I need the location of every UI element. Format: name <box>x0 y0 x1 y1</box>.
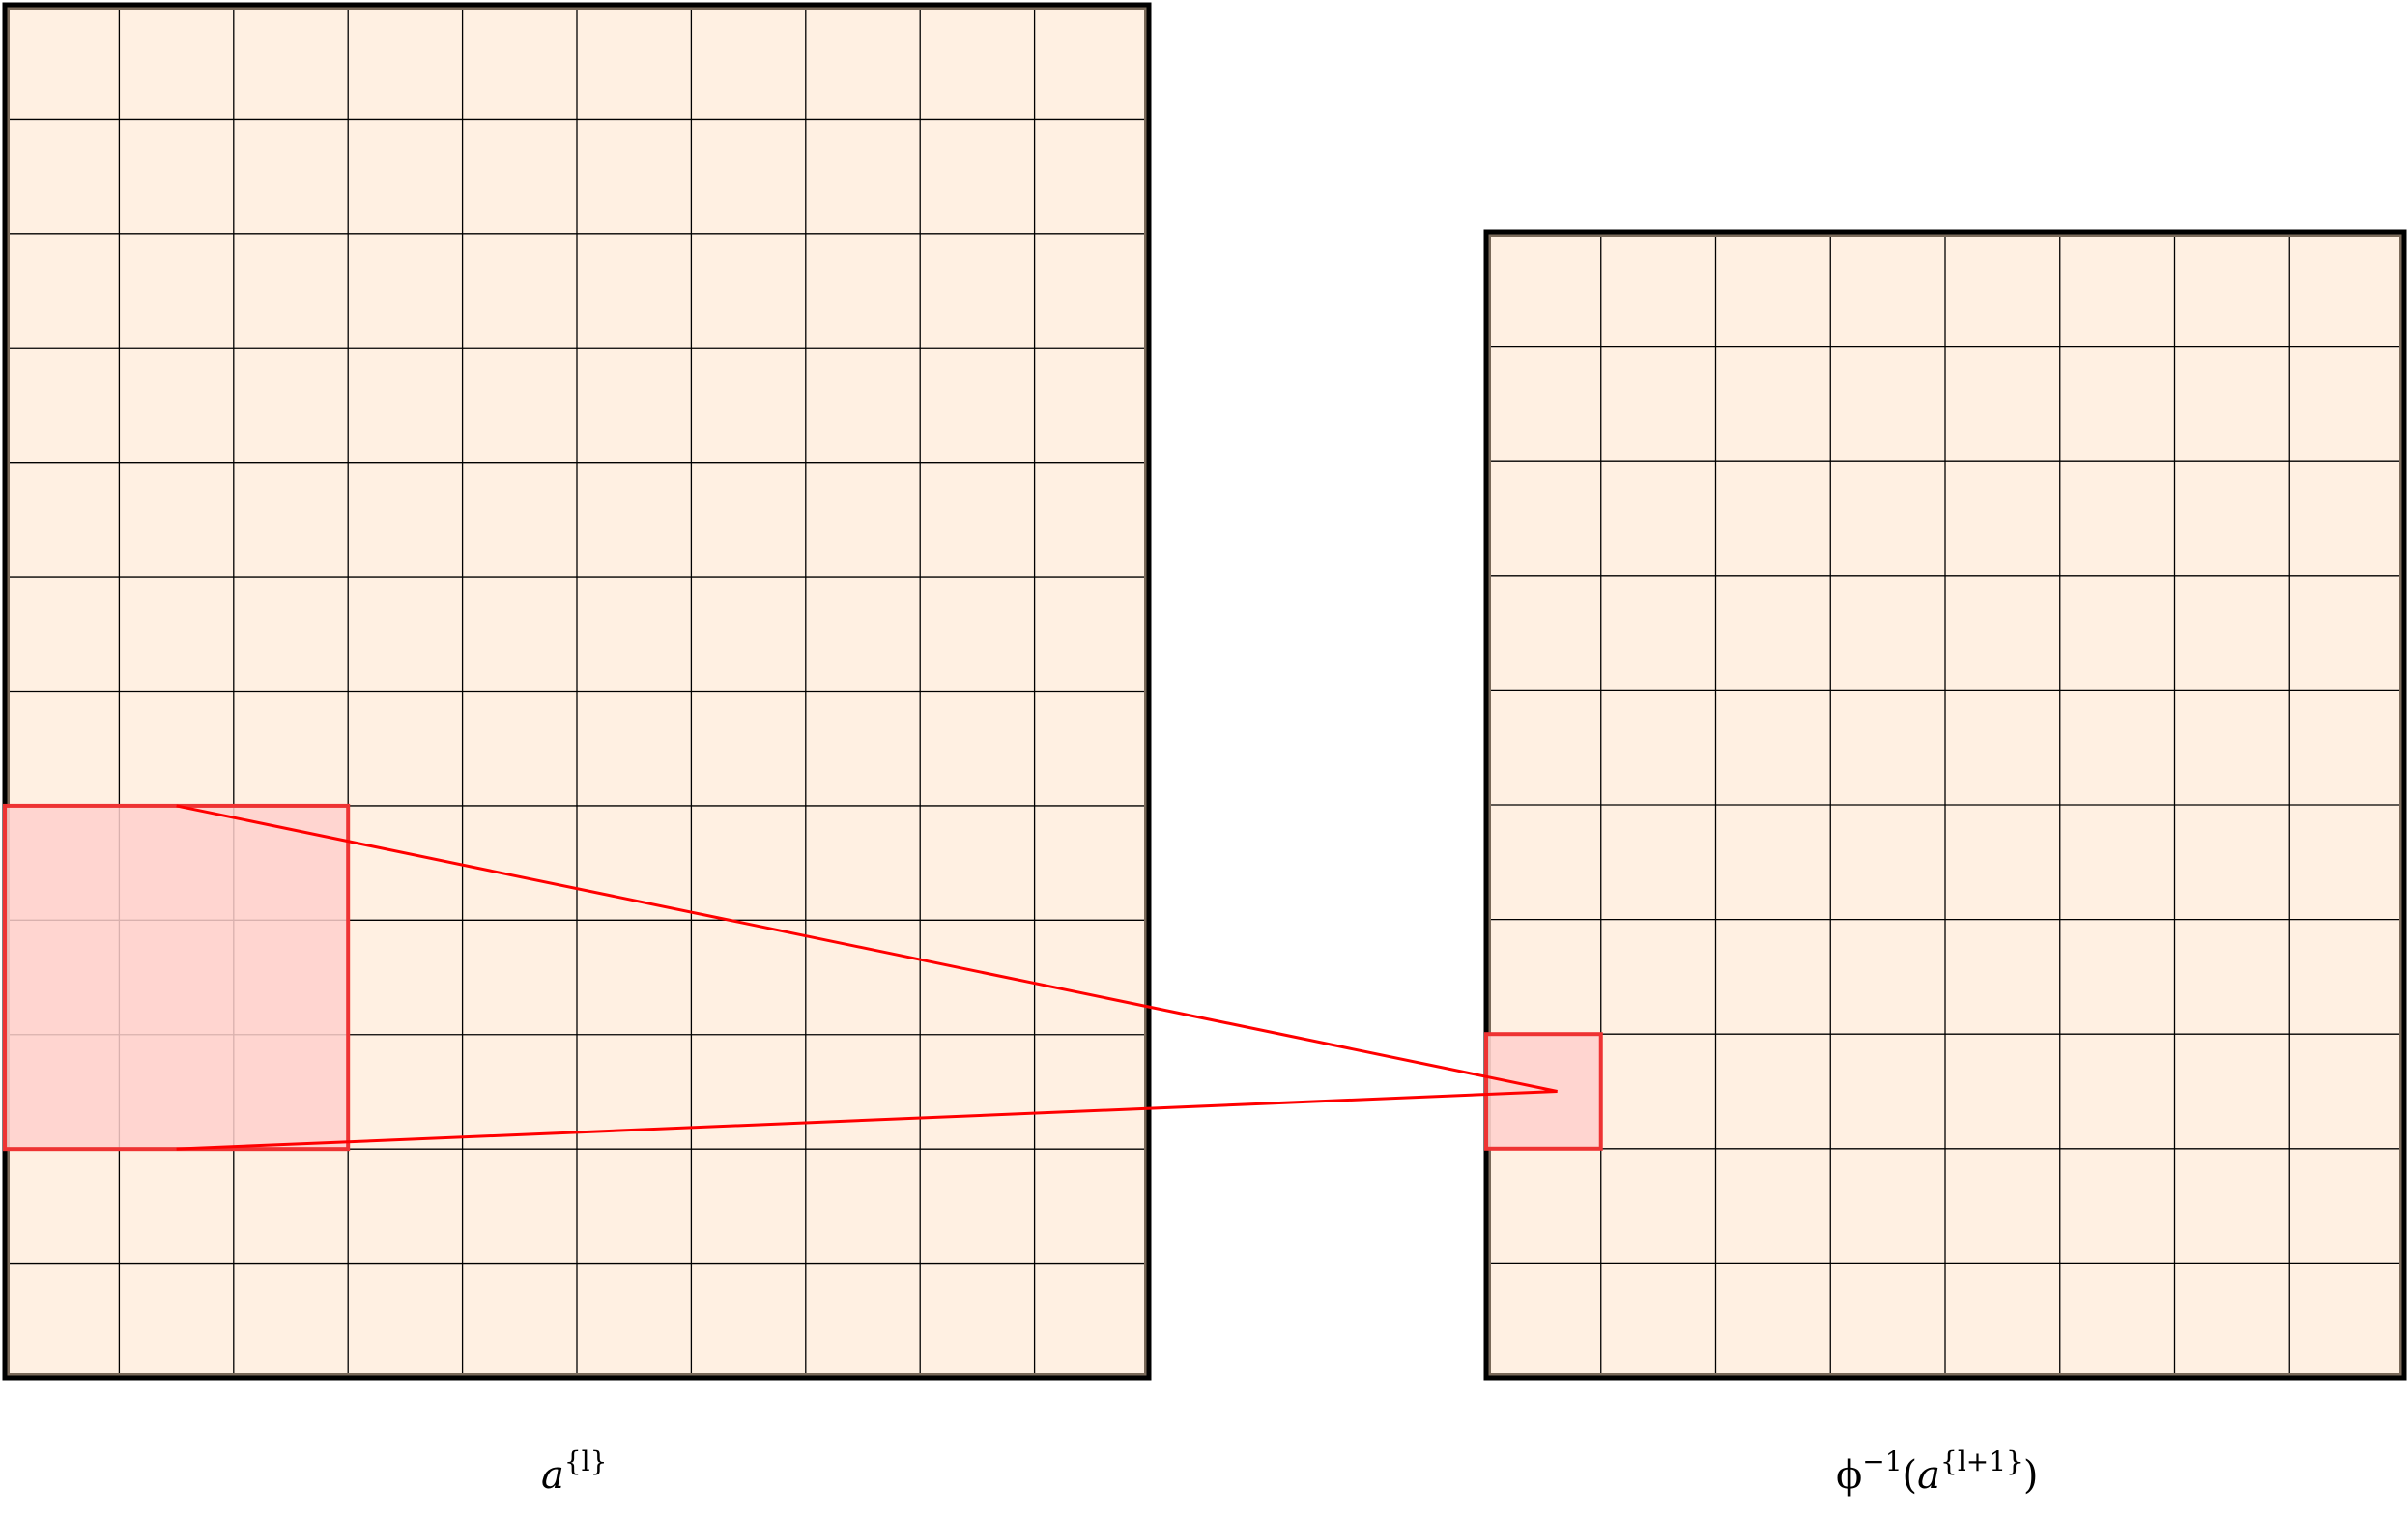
left-grid-label: a{l} <box>541 1445 607 1498</box>
left-grid-border <box>2 2 1152 1381</box>
right-output-cell-highlight <box>1484 1032 1603 1151</box>
right-grid-border <box>1483 229 2407 1381</box>
right-feature-map-grid <box>1483 229 2407 1381</box>
connector-line-bottom <box>176 1090 1558 1151</box>
left-grid-inner-border <box>6 6 1148 1377</box>
left-feature-map-grid <box>2 2 1152 1381</box>
connector-line-top <box>176 804 1558 1093</box>
receptive-field-overlay <box>3 803 1603 1152</box>
left-receptive-field-highlight <box>3 803 351 1152</box>
right-grid-inner-border <box>1487 233 2403 1377</box>
right-grid-label: ϕ−1(a{l+1}) <box>1836 1445 2038 1498</box>
